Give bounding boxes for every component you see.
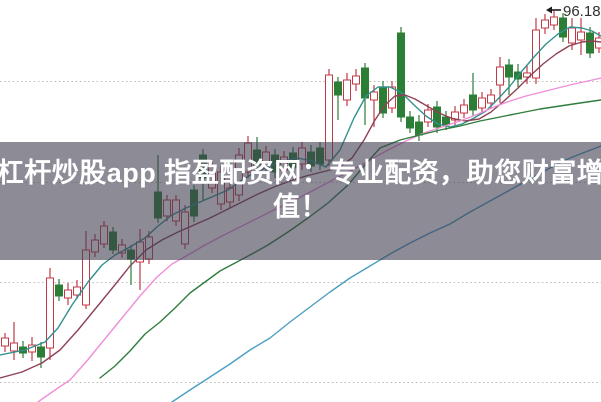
candle-down xyxy=(415,121,423,136)
candle-down xyxy=(361,67,369,99)
candle-up xyxy=(460,104,468,114)
candle-down xyxy=(397,32,405,118)
candle-up xyxy=(388,86,396,109)
left-arrow-icon xyxy=(546,6,552,14)
price-annotation: 96.18 xyxy=(546,3,601,20)
candle-up xyxy=(577,31,585,41)
candle-down xyxy=(55,284,63,297)
candle-down xyxy=(334,81,342,96)
ad-banner-line2: 值！ xyxy=(273,192,328,222)
candle-up xyxy=(73,286,81,296)
candle-up xyxy=(46,277,54,349)
candle-up xyxy=(478,97,486,109)
candle-up xyxy=(451,111,459,121)
candle-down xyxy=(433,106,441,128)
candle-down xyxy=(469,94,477,111)
candle-down xyxy=(442,116,450,126)
candle-down xyxy=(406,116,414,129)
candle-up xyxy=(550,16,558,26)
candle-down xyxy=(37,346,45,358)
candle-down xyxy=(505,64,513,78)
candle-up xyxy=(64,289,72,299)
candle-up xyxy=(424,109,432,123)
candle-up xyxy=(541,19,549,29)
price-high-label: 96.18 xyxy=(563,3,601,20)
candle-up xyxy=(1,337,9,347)
ad-banner-overlay: 杠杆炒股app 指盈配资网：专业配资，助您财富增 值！ xyxy=(0,142,601,260)
candle-down xyxy=(559,17,567,38)
candle-up xyxy=(10,342,18,352)
candle-up xyxy=(352,75,360,85)
candle-up xyxy=(568,27,576,44)
candle-up xyxy=(343,79,351,101)
candle-up xyxy=(487,94,495,104)
candle-up xyxy=(370,91,378,101)
candle-down xyxy=(586,32,594,54)
ad-banner-line1: 杠杆炒股app 指盈配资网：专业配资，助您财富增 xyxy=(0,158,601,188)
candle-up xyxy=(595,37,601,49)
candle-up xyxy=(496,66,504,86)
